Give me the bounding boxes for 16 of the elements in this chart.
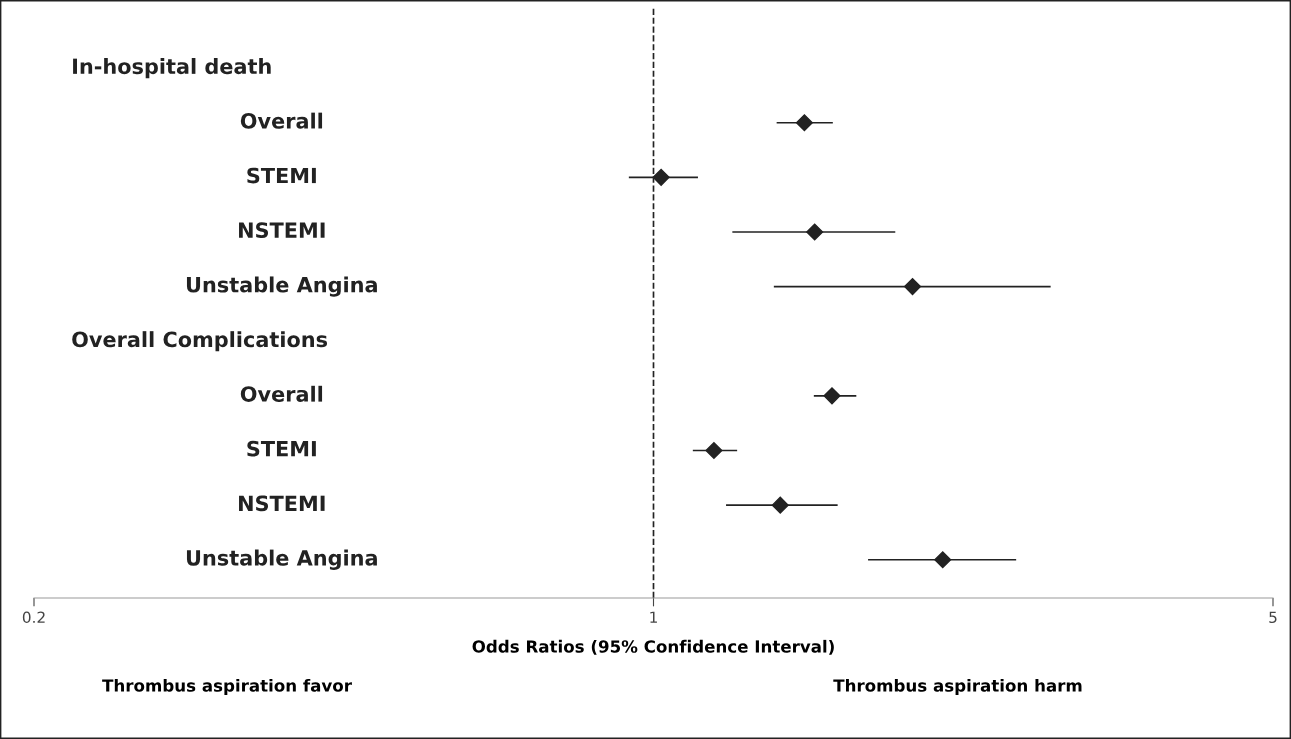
y-tick-label: Overall Complications <box>72 331 328 352</box>
text: Thrombus aspiration favor <box>102 678 352 696</box>
y-tick-label: STEMI <box>247 440 316 457</box>
x-tick-label: 1 <box>650 611 657 623</box>
x-axis-title: Odds Ratios (95% Confidence Interval) <box>472 639 834 655</box>
y-tick-label: In-hospital death <box>73 58 271 79</box>
y-tick-label: Unstable Angina <box>186 276 377 297</box>
y-tick-label: Overall <box>240 385 323 402</box>
text: Thrombus aspiration harm <box>833 678 1082 696</box>
y-tick-label: STEMI <box>247 167 316 184</box>
x-tick-label: 0.2 <box>22 611 45 624</box>
x-tick-label: 5 <box>1269 611 1277 624</box>
y-tick-label: Overall <box>240 112 323 129</box>
y-tick-label: NSTEMI <box>239 495 325 512</box>
y-tick-label: Unstable Angina <box>186 549 377 570</box>
y-tick-label: NSTEMI <box>239 222 325 239</box>
